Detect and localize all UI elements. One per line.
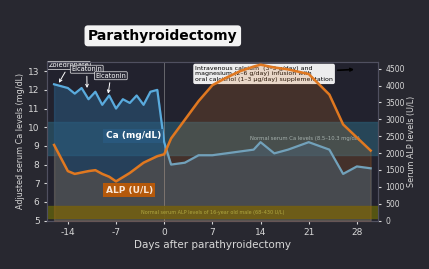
Text: Elcatonin: Elcatonin <box>95 73 126 93</box>
Text: Normal serum Ca levels (8.5–10.3 mg/dL): Normal serum Ca levels (8.5–10.3 mg/dL) <box>250 136 360 141</box>
Bar <box>47 122 378 155</box>
Bar <box>47 206 378 218</box>
Text: Ca (mg/dL): Ca (mg/dL) <box>106 132 161 140</box>
Text: Elcatonin: Elcatonin <box>71 66 102 87</box>
Y-axis label: Adjusted serum Ca levels (mg/dL): Adjusted serum Ca levels (mg/dL) <box>16 73 25 209</box>
Y-axis label: Serum ALP levels (U/L): Serum ALP levels (U/L) <box>408 95 417 187</box>
Text: Zoledronate: Zoledronate <box>48 62 89 82</box>
Text: ALP (U/L): ALP (U/L) <box>106 186 153 194</box>
Text: Normal serum ALP levels of 16-year old male (68–430 U/L): Normal serum ALP levels of 16-year old m… <box>141 210 284 215</box>
Text: Parathyroidectomy: Parathyroidectomy <box>88 29 238 43</box>
Text: Intravenous calcium  (3–5 g/day) and
magnesium (2–6 g/day) infusion with
oral ca: Intravenous calcium (3–5 g/day) and magn… <box>195 66 352 82</box>
X-axis label: Days after parathyroidectomy: Days after parathyroidectomy <box>134 240 291 250</box>
